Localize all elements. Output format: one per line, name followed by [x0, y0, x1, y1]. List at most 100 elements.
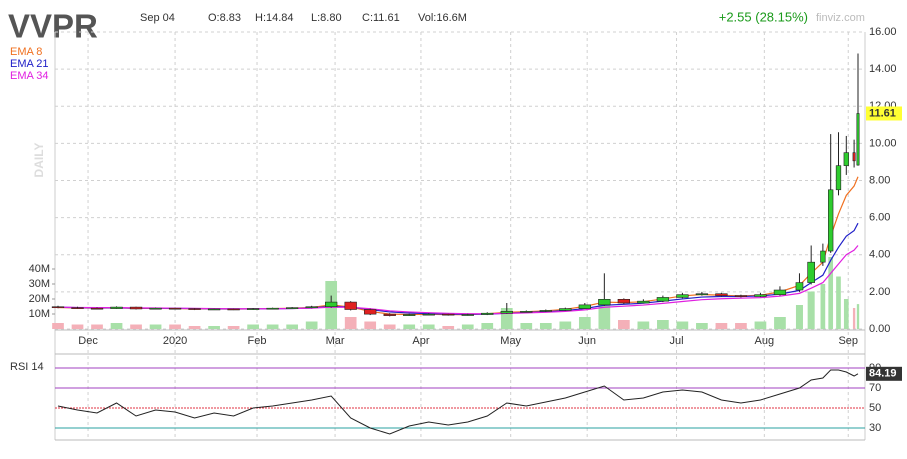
- volume-bar: [188, 326, 201, 329]
- volume-bar: [442, 326, 455, 329]
- candle-body: [305, 306, 318, 309]
- candle-body: [856, 113, 860, 166]
- candle-body: [246, 308, 260, 310]
- candle-body: [754, 294, 767, 297]
- last-price-label: 11.61: [869, 107, 896, 119]
- volume-bar: [676, 321, 689, 329]
- candle-body: [598, 298, 611, 306]
- rsi-value-box: [866, 366, 902, 381]
- candle-body: [559, 308, 572, 311]
- y-tick-label: 10.00: [869, 137, 897, 149]
- candle-body: [461, 314, 474, 316]
- volume-bar: [208, 326, 220, 329]
- volume-bar: [71, 324, 84, 329]
- candle-body: [51, 306, 65, 309]
- candle-body: [852, 152, 856, 162]
- candle-body: [71, 307, 84, 309]
- candle-body: [422, 313, 435, 316]
- y-tick-label: 0.00: [869, 323, 890, 335]
- y-tick-label: 14.00: [869, 63, 897, 75]
- y-tick-label: 16.00: [869, 26, 897, 38]
- volume-bar: [52, 323, 64, 329]
- date: Sep 04: [140, 12, 175, 24]
- y-tick-label: 2.00: [869, 286, 890, 298]
- candle-body: [539, 310, 552, 312]
- open: O:8.83: [208, 12, 241, 24]
- x-tick-label: Sep: [838, 335, 858, 347]
- candle-body: [90, 307, 104, 310]
- volume-bar: [828, 257, 834, 329]
- candle-body: [828, 189, 834, 252]
- volume-bar: [657, 320, 669, 329]
- candle-body: [835, 165, 842, 191]
- y-tick-label: 4.00: [869, 249, 890, 261]
- volume-bar: [696, 323, 708, 329]
- volume-bar: [836, 276, 841, 329]
- x-tick-label: Feb: [248, 335, 267, 347]
- volume-bar: [130, 324, 142, 329]
- candle-body: [481, 312, 494, 315]
- candle-body: [129, 306, 143, 310]
- last-price-box: [866, 106, 902, 121]
- candle-body: [207, 308, 221, 311]
- volume-bar: [383, 324, 396, 329]
- volume-bar: [364, 321, 377, 329]
- ticker: VVPR: [8, 8, 98, 45]
- x-tick-label: 2020: [163, 335, 187, 347]
- candle-body: [734, 295, 748, 297]
- volume-bar: [227, 326, 240, 329]
- candle-body: [168, 307, 182, 310]
- volume-bar: [754, 321, 767, 329]
- x-tick-label: Dec: [78, 335, 98, 347]
- volume-bar: [820, 284, 826, 329]
- x-tick-label: May: [500, 335, 521, 347]
- low: L:8.80: [311, 12, 342, 24]
- y2-tick-label: 40M: [29, 263, 50, 275]
- volume-bar: [795, 305, 803, 329]
- y-tick-label: 6.00: [869, 212, 890, 224]
- volume-bar: [774, 317, 786, 329]
- site-logo: finviz.com: [816, 12, 865, 24]
- volume-bar: [843, 299, 849, 329]
- volume-bar: [715, 323, 728, 329]
- volume-bar: [735, 323, 747, 329]
- volume-bar: [520, 323, 533, 329]
- candle-body: [695, 293, 709, 296]
- candle-body: [266, 307, 279, 310]
- timeframe: DAILY: [32, 143, 46, 178]
- volume-text: Vol:16.6M: [418, 12, 467, 24]
- volume-bar: [247, 324, 259, 329]
- candle-body: [715, 293, 728, 296]
- candle-body: [442, 313, 455, 316]
- volume-bar: [539, 323, 552, 329]
- y2-tick-label: 20M: [29, 293, 50, 305]
- volume-bar: [852, 308, 856, 329]
- volume-bar: [422, 324, 435, 329]
- candle-body: [383, 313, 396, 316]
- volume-bar: [286, 324, 298, 329]
- volume-bar: [578, 317, 591, 329]
- y-tick-label: 30: [869, 422, 881, 434]
- legend-entry: EMA 21: [10, 58, 49, 70]
- x-tick-label: Aug: [755, 335, 775, 347]
- candle-body: [820, 250, 826, 263]
- x-tick-label: Mar: [326, 335, 345, 347]
- volume-bar: [110, 323, 123, 329]
- change: +2.55 (28.15%): [719, 9, 808, 24]
- volume-bar: [637, 321, 650, 329]
- candle-body: [676, 294, 689, 298]
- volume-bar: [403, 324, 416, 329]
- candle-body: [227, 308, 240, 311]
- volume-bar: [598, 299, 611, 329]
- y2-tick-label: 30M: [29, 278, 50, 290]
- legend-entry: EMA 34: [10, 70, 49, 82]
- rsi-line: [57, 369, 859, 435]
- y2-tick-label: 10M: [29, 308, 50, 320]
- candle-body: [325, 301, 338, 308]
- volume-bar: [481, 323, 494, 329]
- volume-bar: [807, 291, 815, 329]
- volume-bar: [344, 317, 357, 329]
- candle-body: [110, 306, 123, 309]
